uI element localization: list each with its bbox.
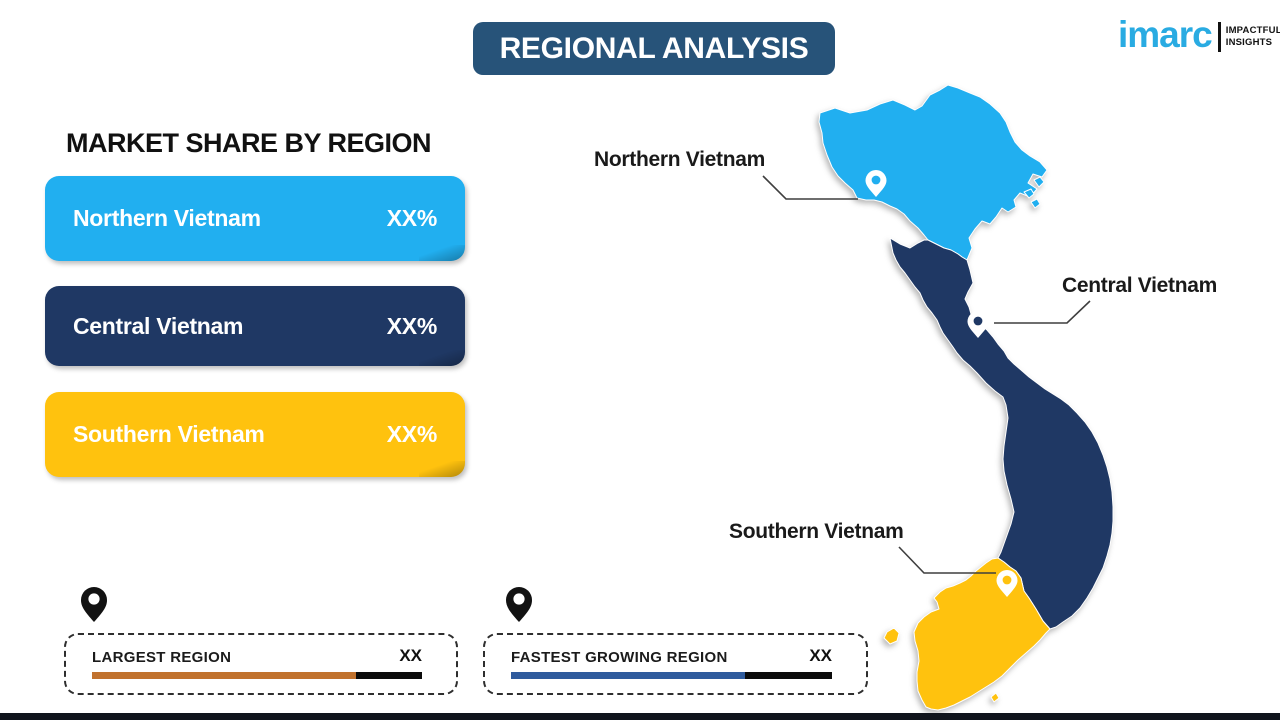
- logo-tagline-line2: INSIGHTS: [1225, 36, 1273, 48]
- fastest-growing-region-bar-rest: [745, 672, 832, 679]
- largest-region-bar: [92, 672, 422, 679]
- map-label-central: Central Vietnam: [1062, 274, 1217, 297]
- location-pin-icon: [506, 587, 532, 622]
- map-region-northern: [818, 84, 1048, 261]
- largest-region-box: LARGEST REGION XX: [64, 633, 458, 695]
- bottom-border-strip: [0, 713, 1280, 720]
- location-pin-icon: [81, 587, 107, 622]
- bar-label: Northern Vietnam: [73, 205, 261, 231]
- map-label-northern: Northern Vietnam: [594, 148, 766, 171]
- bar-value: XX%: [386, 312, 438, 339]
- fastest-growing-region-bar: [511, 672, 832, 679]
- largest-region-bar-fill: [92, 672, 356, 679]
- map-label-southern: Southern Vietnam: [729, 520, 904, 543]
- largest-region-value: XX: [399, 646, 422, 665]
- imarc-logo: imarc IMPACTFUL INSIGHTS: [1118, 16, 1280, 53]
- logo-tagline: IMPACTFUL INSIGHTS: [1226, 25, 1280, 48]
- map-island-southern: [883, 627, 1000, 703]
- fastest-growing-region-value: XX: [809, 646, 832, 665]
- market-share-heading: MARKET SHARE BY REGION: [66, 128, 432, 158]
- bar-value: XX%: [386, 205, 438, 231]
- market-share-bar-northern: Northern Vietnam XX%: [45, 176, 465, 261]
- largest-region-label: LARGEST REGION: [92, 649, 232, 666]
- bar-label: Central Vietnam: [73, 312, 244, 339]
- map-region-central: [889, 237, 1114, 630]
- vietnam-map: [818, 84, 1114, 711]
- page-title: REGIONAL ANALYSIS: [499, 31, 809, 65]
- fastest-growing-region-box: FASTEST GROWING REGION XX: [483, 633, 868, 695]
- logo-divider: [1217, 21, 1221, 52]
- logo-tagline-line1: IMPACTFUL: [1225, 25, 1280, 37]
- page-title-box: REGIONAL ANALYSIS: [473, 22, 835, 75]
- map-islands-northern: [1023, 176, 1045, 209]
- market-share-bar-southern: Southern Vietnam XX%: [45, 392, 465, 477]
- bar-value: XX%: [386, 421, 438, 447]
- bar-label: Southern Vietnam: [73, 421, 265, 447]
- largest-region-bar-rest: [356, 672, 422, 679]
- market-share-bar-central: Central Vietnam XX%: [45, 286, 465, 366]
- fastest-growing-region-label: FASTEST GROWING REGION: [511, 649, 728, 666]
- fastest-growing-region-bar-fill: [511, 672, 746, 679]
- imarc-wordmark: imarc: [1118, 14, 1213, 55]
